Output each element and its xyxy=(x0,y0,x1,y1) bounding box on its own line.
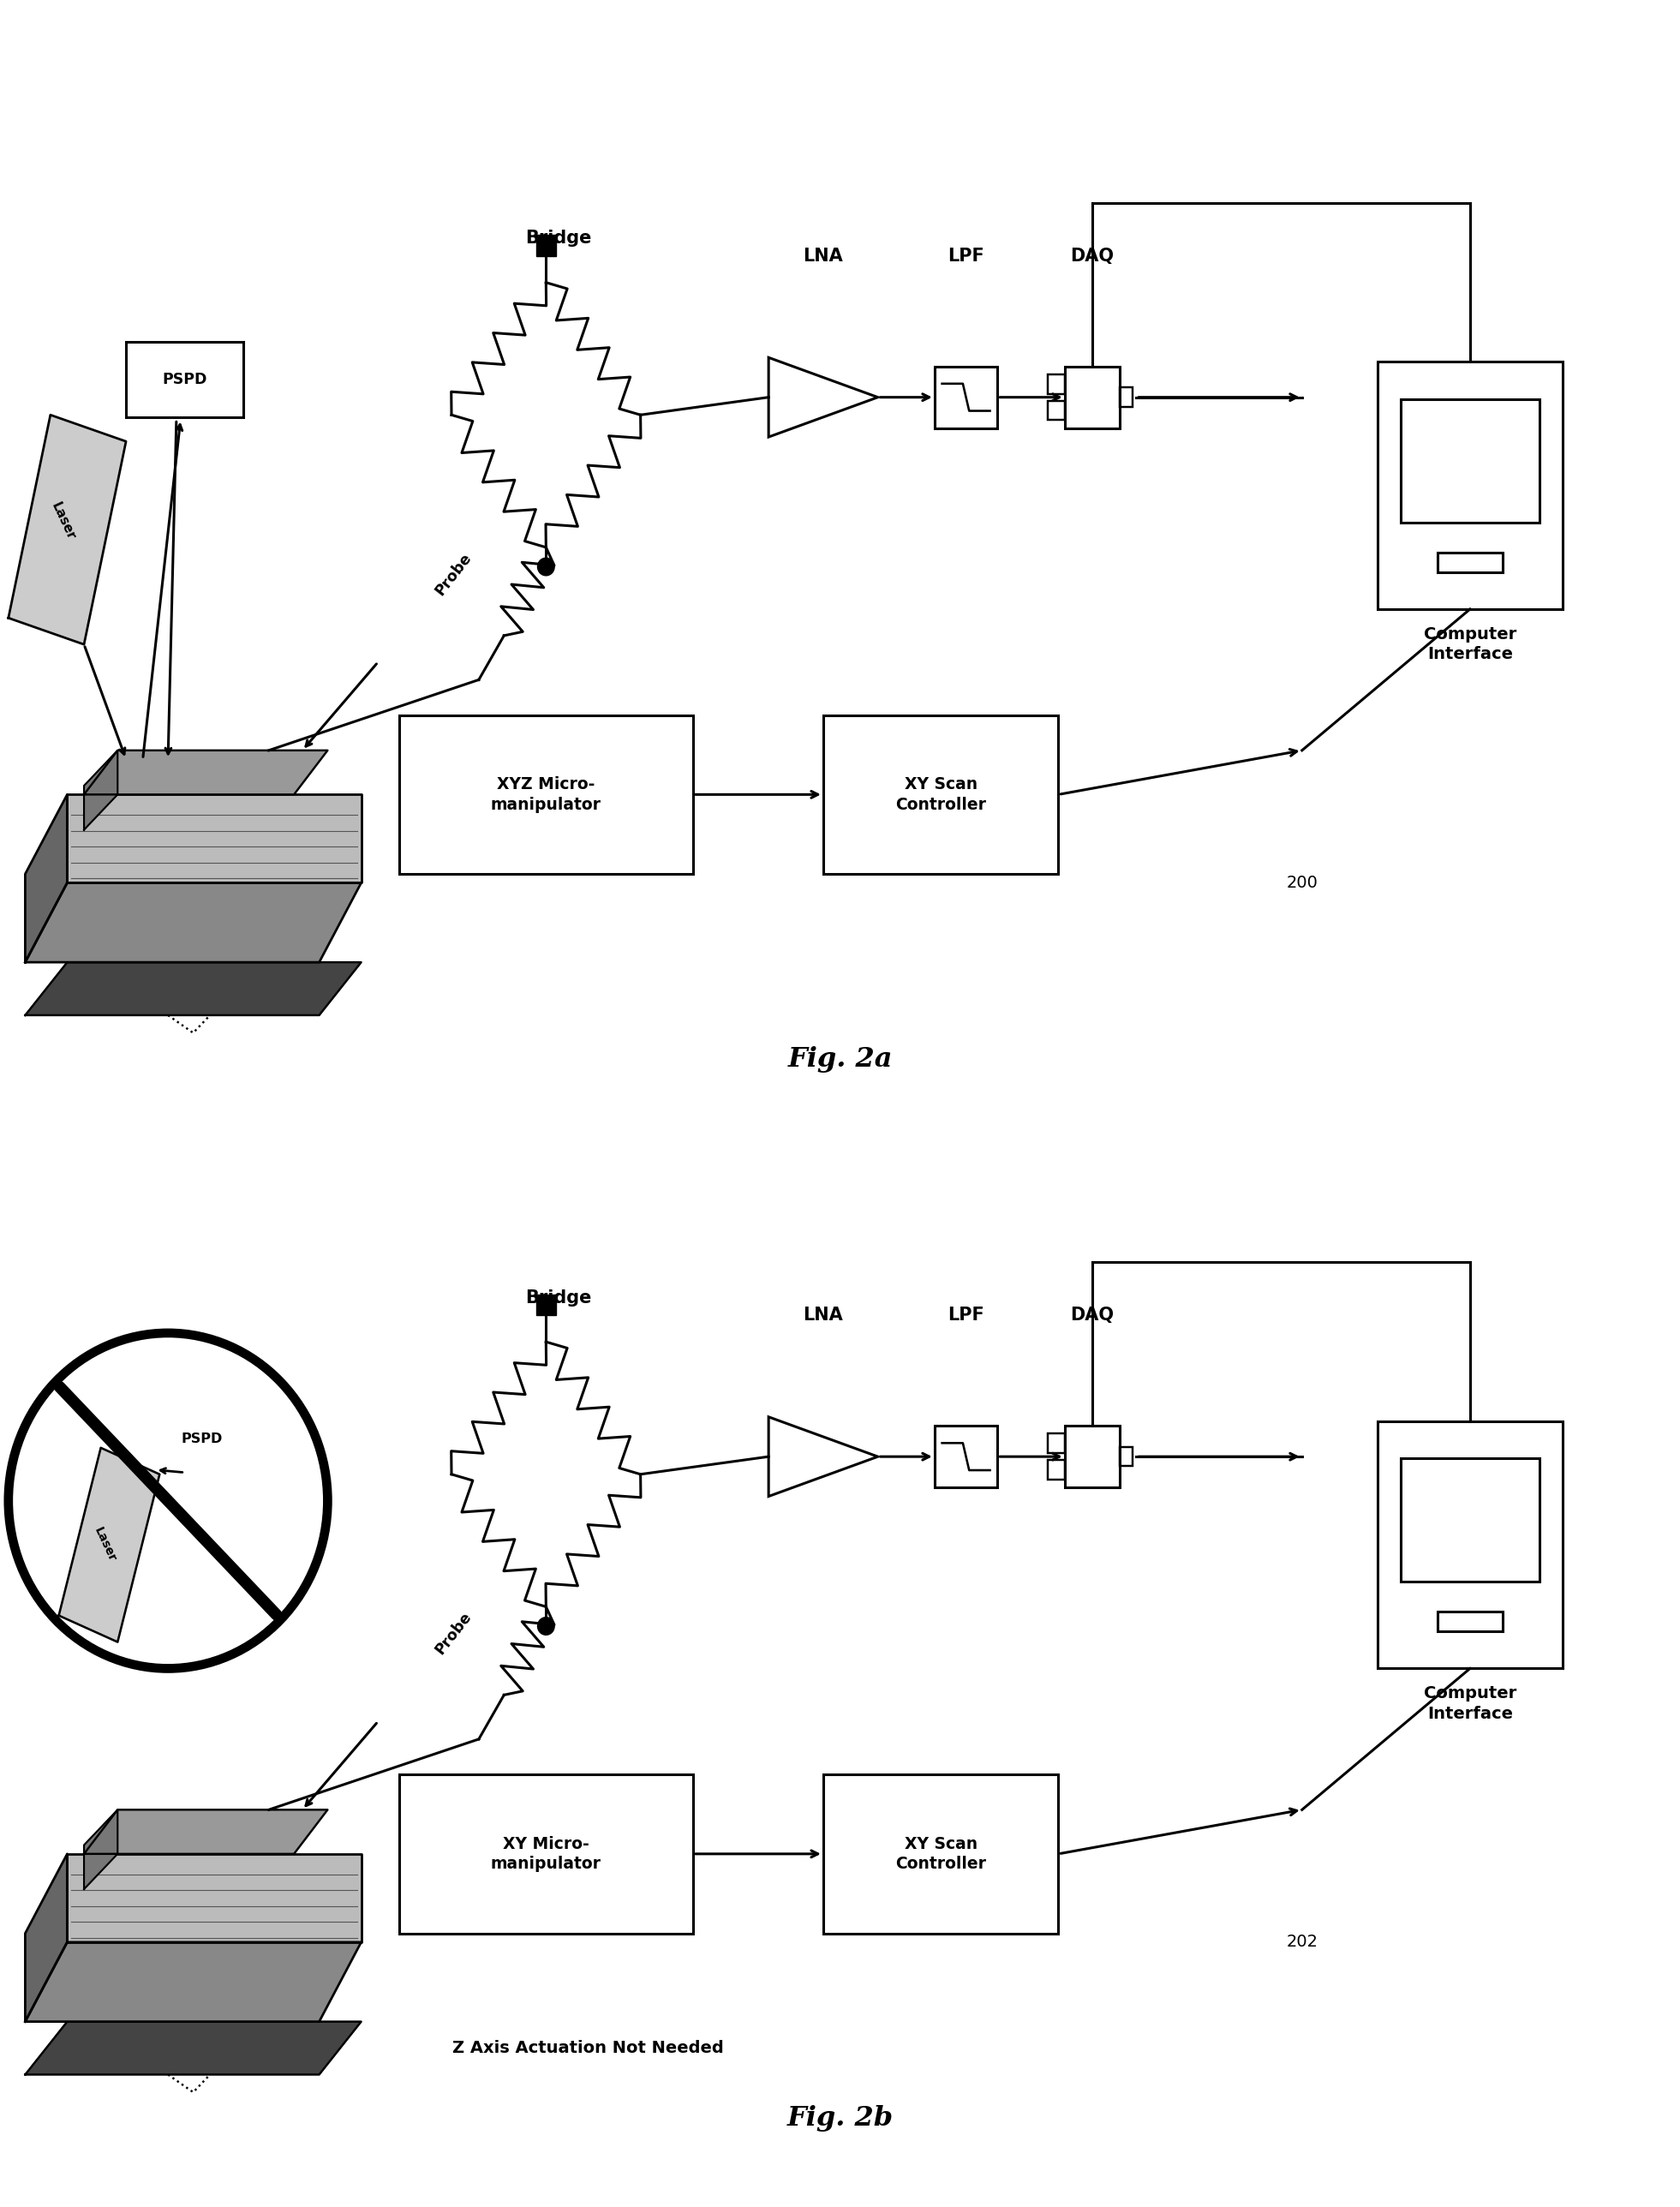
Polygon shape xyxy=(67,1854,361,1942)
Polygon shape xyxy=(25,883,361,962)
Polygon shape xyxy=(25,1942,361,2022)
Bar xyxy=(1119,388,1132,406)
Text: XY Scan
Controller: XY Scan Controller xyxy=(895,777,986,812)
Text: Probe: Probe xyxy=(432,550,475,598)
Circle shape xyxy=(538,1618,554,1635)
Circle shape xyxy=(18,1344,318,1657)
Bar xyxy=(1048,402,1065,419)
Text: Probe: Probe xyxy=(432,1609,475,1657)
Bar xyxy=(1048,1461,1065,1479)
Bar xyxy=(1119,1448,1132,1465)
Bar xyxy=(1401,1459,1539,1582)
Text: XYZ Micro-
manipulator: XYZ Micro- manipulator xyxy=(491,777,601,812)
Text: PSPD: PSPD xyxy=(163,373,207,386)
Bar xyxy=(1378,362,1562,609)
Polygon shape xyxy=(59,1448,160,1642)
Polygon shape xyxy=(25,2022,361,2075)
Bar xyxy=(400,715,694,874)
Polygon shape xyxy=(84,750,118,830)
Bar xyxy=(823,715,1058,874)
Bar xyxy=(536,1293,556,1315)
Text: DAQ: DAQ xyxy=(1070,247,1114,265)
Bar xyxy=(148,1404,257,1474)
Text: PSPD: PSPD xyxy=(181,1432,222,1446)
Text: Laser: Laser xyxy=(49,501,77,541)
Bar xyxy=(1401,399,1539,523)
Text: XY Micro-
manipulator: XY Micro- manipulator xyxy=(491,1836,601,1872)
Text: Fig. 2b: Fig. 2b xyxy=(786,2105,894,2132)
Bar xyxy=(934,366,998,428)
Text: DAQ: DAQ xyxy=(1070,1307,1114,1324)
Text: XY Scan
Controller: XY Scan Controller xyxy=(895,1836,986,1872)
Text: Z Axis Actuation Not Needed: Z Axis Actuation Not Needed xyxy=(452,2039,724,2057)
Text: Bridge: Bridge xyxy=(526,230,591,247)
Text: 200: 200 xyxy=(1287,874,1317,892)
Bar xyxy=(1378,1421,1562,1668)
Polygon shape xyxy=(25,962,361,1015)
Text: LPF: LPF xyxy=(948,247,984,265)
Text: LPF: LPF xyxy=(948,1307,984,1324)
Polygon shape xyxy=(25,1854,67,2022)
Bar xyxy=(1065,366,1119,428)
Polygon shape xyxy=(25,795,67,962)
Text: Laser: Laser xyxy=(92,1525,118,1565)
Text: 202: 202 xyxy=(1287,1933,1317,1951)
Text: Bridge: Bridge xyxy=(526,1289,591,1307)
Bar xyxy=(1438,1611,1502,1631)
Bar xyxy=(1048,1435,1065,1452)
Bar xyxy=(934,1426,998,1488)
Text: Computer
Interface: Computer Interface xyxy=(1423,627,1517,662)
Polygon shape xyxy=(8,415,126,644)
Circle shape xyxy=(538,558,554,576)
Polygon shape xyxy=(84,1810,328,1854)
Bar xyxy=(126,342,244,417)
Text: Fig. 2a: Fig. 2a xyxy=(788,1046,892,1073)
Polygon shape xyxy=(84,750,328,795)
Bar xyxy=(1438,552,1502,572)
Text: LNA: LNA xyxy=(803,247,843,265)
Polygon shape xyxy=(67,795,361,883)
Bar xyxy=(536,234,556,256)
Bar xyxy=(823,1774,1058,1933)
Bar xyxy=(1065,1426,1119,1488)
Bar xyxy=(400,1774,694,1933)
Text: Computer
Interface: Computer Interface xyxy=(1423,1686,1517,1721)
Polygon shape xyxy=(84,1810,118,1889)
Bar xyxy=(1048,375,1065,393)
Text: LNA: LNA xyxy=(803,1307,843,1324)
